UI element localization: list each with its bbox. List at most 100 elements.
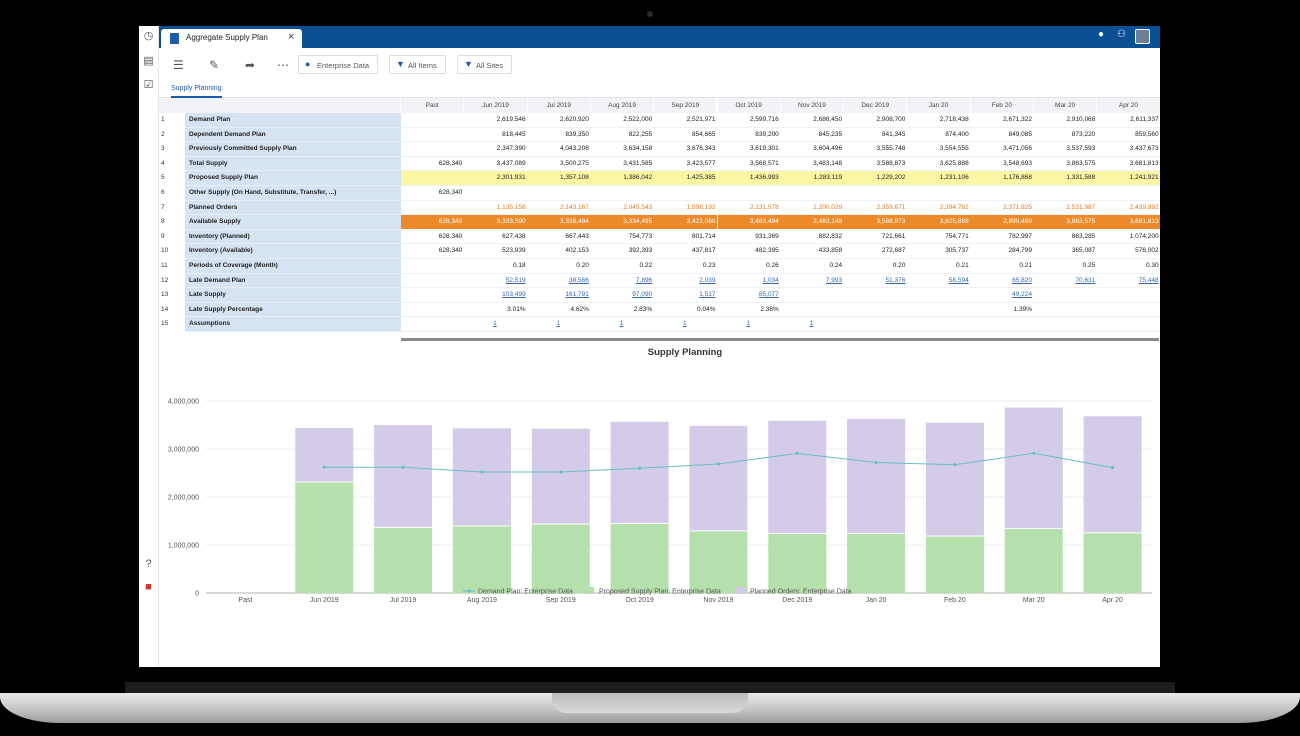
row-label[interactable]: Total Supply — [185, 156, 401, 172]
grid-cell[interactable] — [780, 303, 845, 318]
grid-cell[interactable] — [1097, 303, 1160, 318]
grid-cell[interactable]: 7,896 — [590, 274, 655, 289]
grid-cell[interactable] — [401, 259, 465, 274]
grid-cell[interactable]: 0.24 — [780, 259, 845, 274]
grid-cell[interactable]: 721,661 — [844, 230, 908, 245]
bar-proposed-supply[interactable] — [610, 524, 669, 593]
grid-cell[interactable] — [780, 186, 845, 201]
grid-cell[interactable]: 1,357,108 — [527, 171, 591, 186]
grid-cell[interactable]: 3,333,590 — [464, 215, 528, 230]
bar-proposed-supply[interactable] — [452, 526, 511, 593]
document-icon[interactable]: ▤ — [143, 55, 154, 67]
grid-cell[interactable]: 1,176,868 — [970, 171, 1034, 186]
grid-cell[interactable]: 839,350 — [527, 128, 591, 143]
grid-cell[interactable] — [844, 186, 908, 201]
grid-cell[interactable]: 97,090 — [590, 288, 655, 303]
grid-cell[interactable]: 284,799 — [970, 244, 1034, 259]
more-icon[interactable]: ⋯ — [277, 58, 289, 72]
grid-cell[interactable] — [1097, 288, 1160, 303]
document-tab[interactable]: Aggregate Supply Plan × — [161, 29, 302, 48]
grid-cell[interactable]: 782,997 — [970, 230, 1034, 245]
demand-plan-point[interactable] — [401, 465, 405, 469]
grid-cell[interactable]: 2,619,546 — [464, 113, 528, 128]
row-label[interactable]: Late Demand Plan — [185, 273, 401, 289]
demand-plan-point[interactable] — [953, 463, 957, 467]
grid-cell[interactable]: 0.26 — [717, 259, 781, 274]
grid-cell[interactable] — [1034, 288, 1098, 303]
bar-proposed-supply[interactable] — [689, 531, 748, 593]
grid-cell[interactable]: 854,665 — [654, 128, 718, 143]
bar-proposed-supply[interactable] — [847, 533, 906, 593]
all-items-button[interactable]: ▼ All Items — [389, 55, 446, 74]
grid-cell[interactable]: 65,820 — [970, 274, 1034, 289]
grid-cell[interactable]: 1,517 — [654, 288, 718, 303]
grid-cell[interactable] — [464, 186, 528, 201]
grid-cell[interactable]: 2,045,543 — [590, 201, 655, 216]
grid-cell[interactable]: 51,376 — [844, 274, 908, 289]
grid-cell[interactable] — [717, 186, 781, 201]
enterprise-data-button[interactable]: ● Enterprise Data — [298, 55, 379, 74]
bar-planned-orders[interactable] — [1004, 407, 1063, 529]
grid-cell[interactable]: 38,566 — [527, 274, 591, 289]
demand-plan-point[interactable] — [795, 451, 799, 455]
grid-cell[interactable]: 272,687 — [844, 244, 908, 259]
grid-cell[interactable]: 52,519 — [464, 274, 528, 289]
grid-cell[interactable] — [907, 186, 971, 201]
grid-cell[interactable]: 1 — [590, 317, 655, 332]
bar-proposed-supply[interactable] — [374, 527, 433, 593]
legend-label-demand[interactable]: Demand Plan: Enterprise Data — [478, 589, 573, 596]
grid-cell[interactable]: 859,560 — [1097, 128, 1160, 143]
grid-cell[interactable]: 2,899,469 — [970, 215, 1034, 230]
grid-cell[interactable]: 433,858 — [780, 244, 845, 259]
all-sites-button[interactable]: ▼ All Sites — [457, 55, 513, 74]
grid-cell[interactable]: 3,588,873 — [844, 215, 908, 230]
grid-cell[interactable]: 3,437,089 — [464, 157, 528, 172]
grid-cell[interactable]: 849,085 — [970, 128, 1034, 143]
row-label[interactable]: Assumptions — [185, 317, 401, 332]
grid-cell[interactable]: 7,993 — [780, 274, 845, 289]
grid-cell[interactable]: 628,340 — [401, 186, 465, 201]
bar-proposed-supply[interactable] — [1004, 529, 1063, 593]
grid-cell[interactable]: 2,522,000 — [590, 113, 655, 128]
grid-cell[interactable]: 58,594 — [907, 274, 971, 289]
grid-cell[interactable]: 845,235 — [780, 128, 845, 143]
grid-cell[interactable]: 1,034 — [717, 274, 781, 289]
grid-cell[interactable]: 2,908,700 — [844, 113, 908, 128]
flag-icon[interactable]: ■ — [145, 581, 152, 593]
grid-cell[interactable]: 70,631 — [1034, 274, 1098, 289]
grid-cell[interactable]: 103,499 — [464, 288, 528, 303]
bar-planned-orders[interactable] — [374, 424, 433, 527]
grid-cell[interactable]: 392,393 — [590, 244, 655, 259]
grid-cell[interactable]: 2,039 — [654, 274, 718, 289]
demand-plan-point[interactable] — [559, 470, 563, 474]
grid-cell[interactable]: 2.38% — [717, 303, 781, 318]
grid-cell[interactable]: 863,285 — [1034, 230, 1098, 245]
bar-proposed-supply[interactable] — [531, 524, 590, 593]
row-label[interactable]: Inventory (Planned) — [185, 229, 401, 245]
grid-cell[interactable]: 2,200,029 — [780, 201, 845, 216]
help-icon[interactable]: ? — [145, 558, 152, 570]
row-label[interactable]: Late Supply Percentage — [185, 302, 401, 318]
grid-cell[interactable]: 801,714 — [654, 230, 718, 245]
bar-proposed-supply[interactable] — [295, 482, 354, 593]
grid-cell[interactable]: 3,681,813 — [1097, 215, 1160, 230]
pencil-icon[interactable]: ✎ — [209, 58, 220, 72]
grid-cell[interactable] — [401, 142, 465, 157]
grid-cell[interactable]: 1,241,921 — [1097, 171, 1160, 186]
grid-cell[interactable]: 3,437,673 — [1097, 142, 1160, 157]
bar-proposed-supply[interactable] — [925, 536, 984, 593]
grid-cell[interactable]: 0.20 — [527, 259, 591, 274]
grid-cell[interactable] — [844, 288, 908, 303]
grid-cell[interactable]: 1.39% — [970, 303, 1034, 318]
grid-cell[interactable] — [401, 128, 465, 143]
grid-cell[interactable]: 49,224 — [970, 288, 1034, 303]
grid-cell[interactable]: 3,863,575 — [1034, 157, 1098, 172]
grid-cell[interactable]: 3,568,571 — [717, 157, 781, 172]
grid-cell[interactable]: 3,334,495 — [590, 215, 655, 230]
grid-cell[interactable]: 2,686,450 — [780, 113, 845, 128]
grid-cell[interactable]: 161,791 — [527, 288, 591, 303]
grid-cell[interactable] — [1034, 186, 1098, 201]
grid-cell[interactable]: 1 — [717, 317, 781, 332]
grid-cell[interactable]: 2,620,920 — [527, 113, 591, 128]
grid-cell[interactable]: 3,338,484 — [527, 215, 591, 230]
